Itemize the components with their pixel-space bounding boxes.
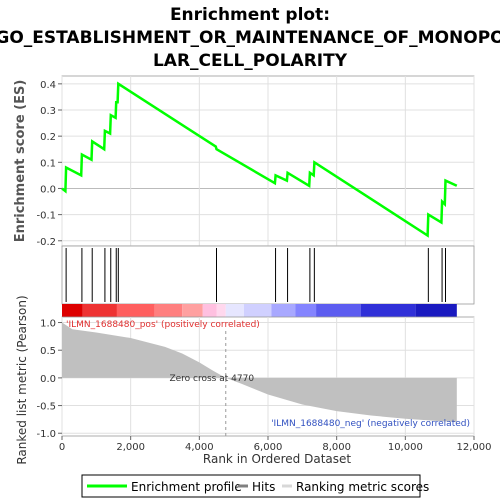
zero-cross-label: Zero cross at 4770: [169, 374, 254, 384]
legend-label-ranking: Ranking metric scores: [296, 480, 429, 494]
x-tick-label: 4,000: [185, 442, 214, 453]
heat-band-segment: [271, 304, 296, 317]
metric-y-ticks: -1.0 -0.5 0.0 0.5 1.0: [36, 319, 62, 440]
enrichment-profile-line: [61, 81, 458, 238]
chart-title-line-1: Enrichment plot:: [170, 5, 330, 25]
x-tick-label: 0: [59, 442, 65, 453]
hits-panel-frame: [61, 245, 475, 305]
heat-band-segment: [82, 304, 117, 317]
metric-y-tick-label: -0.5: [36, 402, 56, 413]
heat-band-segment: [360, 304, 416, 317]
es-y-tick-label: -0.1: [36, 211, 56, 222]
heat-band-segment: [116, 304, 155, 317]
es-y-axis-label: Enrichment score (ES): [13, 80, 28, 243]
x-axis-label: Rank in Ordered Dataset: [203, 452, 351, 466]
x-tick-label: 12,000: [457, 442, 492, 453]
heat-band-segment: [295, 304, 317, 317]
legend-label-hits: Hits: [252, 480, 275, 494]
x-axis-ticks: 0 2,000 4,000 6,000 8,000 10,000 12,000: [59, 436, 492, 453]
metric-panel: -1.0 -0.5 0.0 0.5 1.0 'ILMN_1688480_pos' (po…: [15, 295, 475, 465]
chart-title-line-2: GO_ESTABLISHMENT_OR_MAINTENANCE_OF_MONOP…: [0, 28, 500, 48]
heat-band-segment: [154, 304, 183, 317]
legend-box: [81, 474, 421, 498]
heat-band-segment: [62, 304, 83, 317]
ranking-metric-area: [62, 322, 457, 423]
x-tick-label: 6,000: [254, 442, 283, 453]
heat-band-segment: [415, 304, 457, 317]
heat-band-segment: [216, 304, 226, 317]
es-y-tick-label: 0.2: [40, 132, 56, 143]
x-tick-label: 8,000: [322, 442, 351, 453]
es-y-tick-label: 0.1: [40, 158, 56, 169]
metric-y-tick-label: -1.0: [36, 429, 56, 440]
metric-y-tick-label: 0.0: [40, 374, 56, 385]
es-panel: -0.2 -0.1 0.0 0.1 0.2 0.3 0.4 Enrichment score…: [13, 75, 475, 248]
ranking-heat-band: [62, 304, 457, 317]
metric-y-tick-label: 0.5: [40, 346, 56, 357]
es-y-tick-label: 0.3: [40, 106, 56, 117]
x-tick-label: 2,000: [116, 442, 145, 453]
es-y-tick-label: 0.4: [40, 80, 56, 91]
x-tick-label: 10,000: [388, 442, 423, 453]
heat-band-segment: [243, 304, 272, 317]
negative-correlation-label: 'ILMN_1688480_neg' (negatively correlate…: [271, 419, 470, 429]
legend-label-enrichment: Enrichment profile: [131, 480, 242, 494]
metric-y-axis-label: Ranked list metric (Pearson): [15, 295, 29, 464]
hit-markers: [65, 248, 447, 302]
heat-band-segment: [225, 304, 244, 317]
heat-band-segment: [202, 304, 217, 317]
legend: Enrichment profile Hits Ranking metric s…: [81, 474, 429, 498]
heat-band-segment: [182, 304, 203, 317]
positive-correlation-label: 'ILMN_1688480_pos' (positively correlate…: [66, 320, 260, 330]
metric-y-tick-label: 1.0: [40, 319, 56, 330]
heat-band-segment: [316, 304, 361, 317]
es-y-ticks: -0.2 -0.1 0.0 0.1 0.2 0.3 0.4: [36, 80, 62, 248]
es-y-tick-label: 0.0: [40, 184, 56, 195]
chart-title-line-3: LAR_CELL_POLARITY: [153, 51, 348, 71]
hits-panel: [61, 245, 475, 305]
es-y-tick-label: -0.2: [36, 237, 56, 248]
es-x-gridlines: [61, 76, 475, 246]
